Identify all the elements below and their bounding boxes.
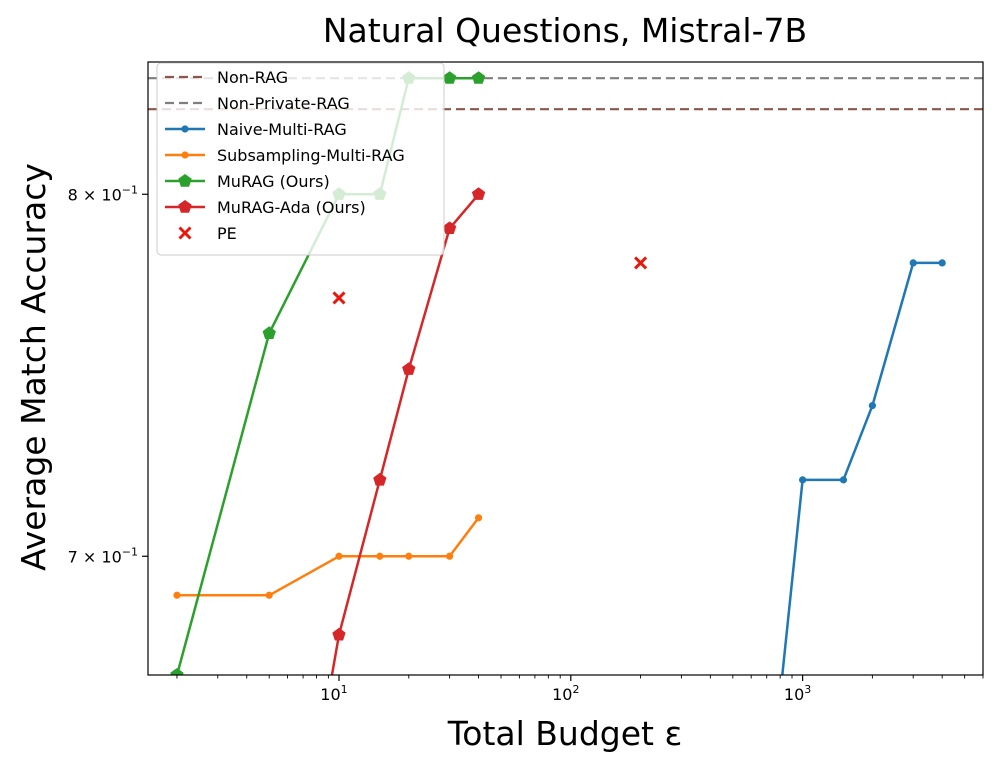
- naive-multi-rag-point: [868, 402, 876, 410]
- subsampling-multi-rag-point: [173, 591, 181, 599]
- subsampling-multi-rag-point: [335, 552, 343, 560]
- legend-box: [156, 62, 445, 256]
- x-axis-label: Total Budget ε: [447, 714, 683, 753]
- series-subsampling-multi-rag: [173, 514, 483, 599]
- series-pe: [332, 256, 648, 305]
- legend-label: MuRAG (Ours): [217, 172, 330, 191]
- y-tick-label: 8 × 10−1: [68, 183, 138, 204]
- pe-point: [332, 291, 346, 305]
- murag-ada-ours-line: [330, 193, 480, 675]
- murag-ada-ours-point: [471, 187, 486, 200]
- series-naive-multi-rag: [777, 259, 946, 699]
- naive-multi-rag-point: [909, 259, 917, 267]
- data-series: [170, 71, 946, 699]
- subsampling-multi-rag-point: [474, 514, 483, 522]
- legend-label: Naive-Multi-RAG: [217, 120, 347, 139]
- murag-ada-ours-point: [442, 221, 457, 234]
- naive-multi-rag-line: [781, 261, 943, 675]
- plot-frame: [147, 61, 984, 676]
- murag-ada-ours-point: [402, 362, 416, 375]
- murag-ada-ours-point: [373, 472, 387, 486]
- chart-title: Natural Questions, Mistral-7B: [323, 11, 807, 50]
- naive-multi-rag-point: [799, 476, 807, 484]
- y-tick-label: 7 × 10−1: [68, 545, 138, 566]
- subsampling-multi-rag-point: [265, 591, 273, 599]
- murag-ours-point: [170, 668, 184, 675]
- subsampling-multi-rag-point: [405, 552, 413, 560]
- legend-marker: [181, 125, 189, 133]
- legend: Non-RAG Non-Private-RAG Naive-Multi-RAG Sub…: [156, 62, 445, 256]
- legend-label: MuRAG-Ada (Ours): [217, 198, 366, 217]
- legend-marker: [178, 200, 192, 213]
- naive-multi-rag-point: [938, 259, 946, 267]
- murag-ours-point: [471, 71, 486, 84]
- pe-point: [634, 256, 648, 270]
- subsampling-multi-rag-point: [376, 552, 384, 560]
- legend-swatch: [178, 226, 192, 240]
- legend-entry-pe: PE: [178, 224, 237, 243]
- legend-label: Non-RAG: [217, 68, 288, 87]
- legend-entry-subsampling-multi-rag: Subsampling-Multi-RAG: [165, 146, 405, 165]
- naive-multi-rag-point: [777, 692, 784, 699]
- legend-entry-murag-ours: MuRAG (Ours): [165, 172, 330, 191]
- subsampling-multi-rag-point: [445, 552, 454, 560]
- legend-entry-murag-ada-ours: MuRAG-Ada (Ours): [165, 198, 366, 217]
- legend-entry-non-private-rag: Non-Private-RAG: [165, 94, 350, 113]
- axes: 101 102 103 7 × 10−1 8 × 10−1: [68, 61, 984, 704]
- y-axis-label: Average Match Accuracy: [14, 163, 53, 571]
- murag-ours-point: [442, 71, 457, 84]
- murag-ada-ours-point: [332, 627, 346, 641]
- x-tick-label: 103: [784, 683, 811, 704]
- legend-label: Subsampling-Multi-RAG: [217, 146, 405, 165]
- murag-ours-point: [262, 326, 276, 339]
- legend-label: Non-Private-RAG: [217, 94, 350, 113]
- legend-marker: [181, 151, 189, 159]
- x-tick-label: 101: [320, 683, 347, 704]
- naive-multi-rag-point: [839, 476, 848, 484]
- legend-entry-naive-multi-rag: Naive-Multi-RAG: [165, 120, 347, 139]
- subsampling-multi-rag-line: [177, 517, 480, 597]
- x-tick-label: 102: [552, 683, 579, 704]
- series-murag-ada-ours: [330, 187, 486, 675]
- legend-marker: [178, 174, 192, 187]
- legend-label: PE: [217, 224, 237, 243]
- legend-entry-non-rag: Non-RAG: [165, 68, 288, 87]
